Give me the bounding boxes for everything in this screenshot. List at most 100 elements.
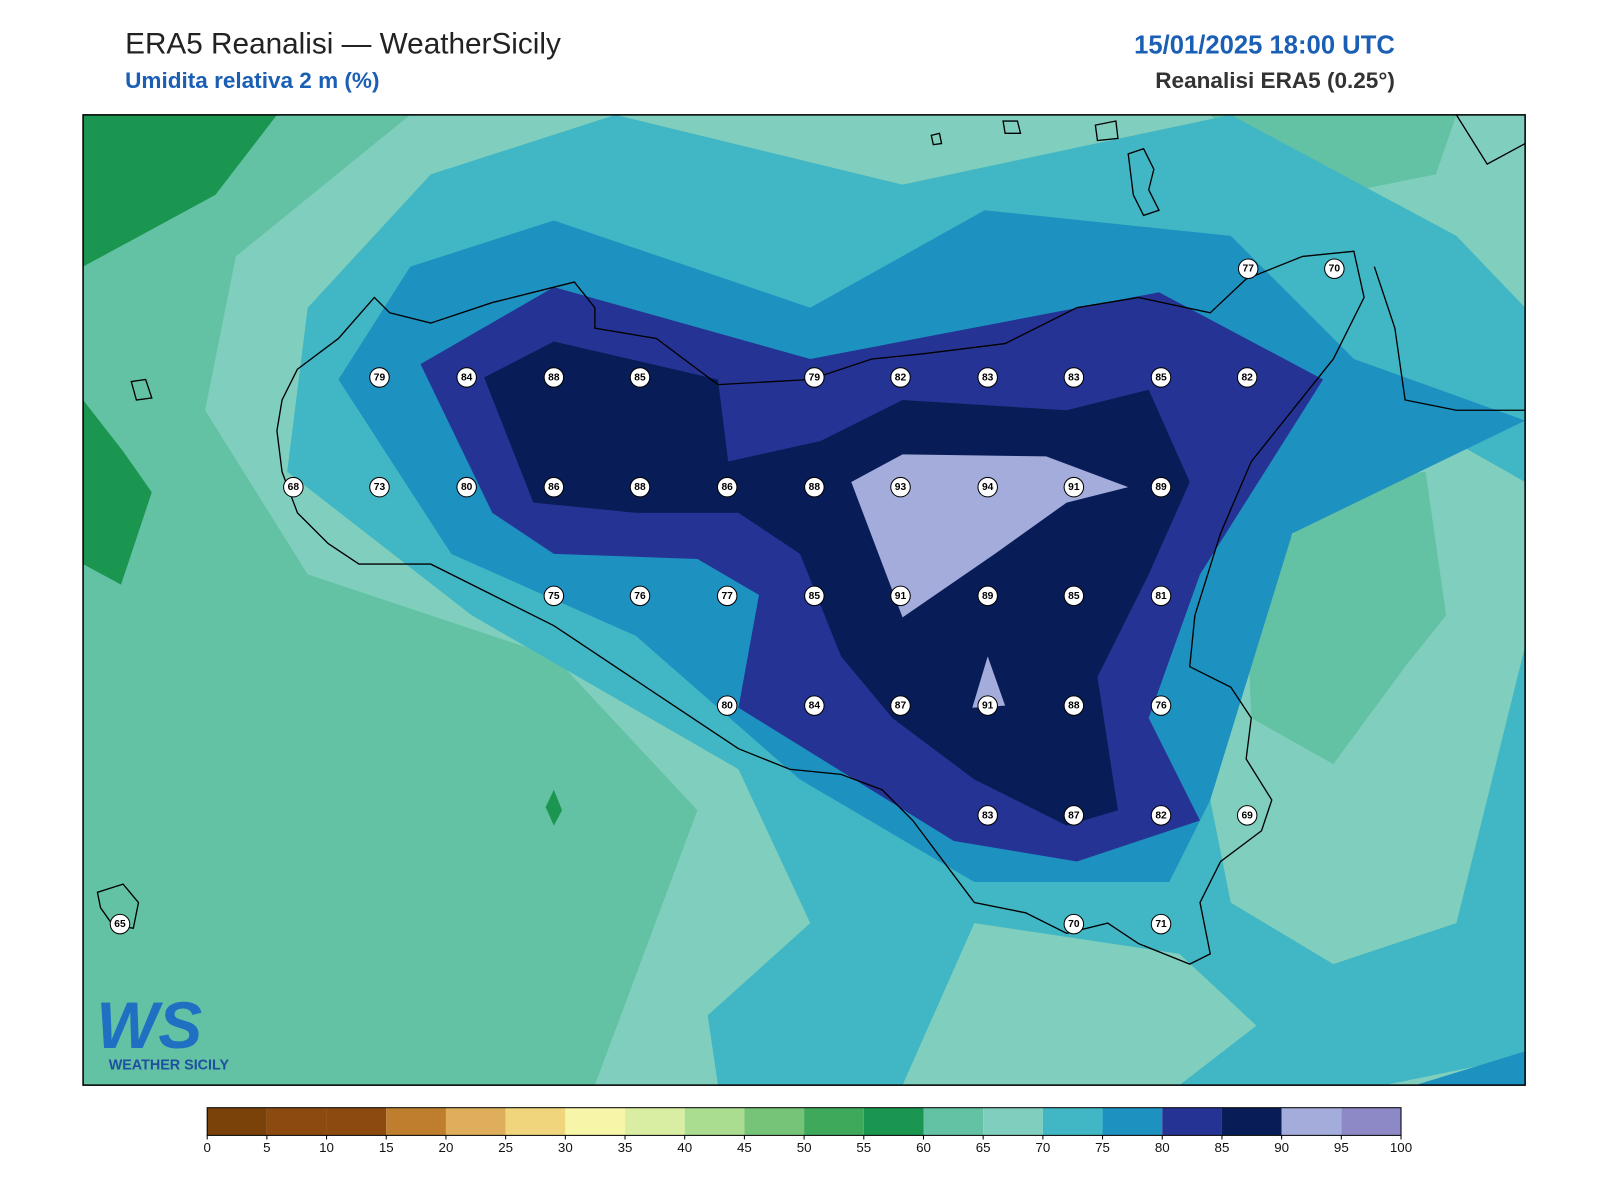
station-marker <box>716 476 738 498</box>
station: 83 <box>977 805 998 826</box>
colorbar-tick-label: 35 <box>618 1140 633 1155</box>
colorbar: 0 5 10 15 20 25 30 35 40 45 50 55 60 65 70 75 80 85 90 95 10… <box>203 1107 1412 1155</box>
station: 69 <box>1236 805 1258 826</box>
station-marker <box>804 367 825 388</box>
colorbar-segment <box>1341 1107 1402 1136</box>
station: 85 <box>1150 367 1172 388</box>
colorbar-segment <box>625 1107 685 1136</box>
station: 82 <box>1150 805 1172 826</box>
station-value: 88 <box>1068 701 1080 712</box>
station-value: 88 <box>548 372 560 383</box>
contour <box>902 923 1257 1086</box>
station: 82 <box>1236 367 1258 388</box>
station-value: 83 <box>982 810 994 821</box>
colorbar-tick-label: 20 <box>439 1140 454 1155</box>
colorbar-segment <box>565 1107 626 1136</box>
station-value: 83 <box>982 372 994 383</box>
station-value: 87 <box>895 701 907 712</box>
station-value: 65 <box>114 919 126 930</box>
logo: WS WEATHER SICILY <box>96 989 229 1074</box>
colorbar-segment <box>684 1107 745 1136</box>
station-value: 86 <box>548 482 560 493</box>
station-marker <box>1150 695 1172 716</box>
station-value: 70 <box>1068 919 1080 930</box>
station-value: 89 <box>1155 482 1167 493</box>
station-value: 85 <box>1155 372 1167 383</box>
colorbar-tick-label: 25 <box>498 1140 513 1155</box>
station-value: 88 <box>634 482 646 493</box>
station-marker <box>1236 805 1258 826</box>
colorbar-segment <box>505 1107 566 1136</box>
station-value: 86 <box>721 482 733 493</box>
colorbar-tick-label: 70 <box>1035 1140 1050 1155</box>
station: 87 <box>890 695 911 716</box>
colorbar-tick-label: 15 <box>379 1140 394 1155</box>
station-value: 80 <box>461 482 473 493</box>
station-value: 87 <box>1068 810 1080 821</box>
station-marker <box>1237 258 1259 279</box>
source: Reanalisi ERA5 (0.25°) <box>1155 68 1395 93</box>
station-marker <box>890 367 911 388</box>
station: 86 <box>543 476 565 498</box>
station-marker <box>1063 695 1085 716</box>
station-value: 79 <box>809 372 821 383</box>
station-marker <box>1150 476 1172 498</box>
station-marker <box>890 585 911 607</box>
station-value: 85 <box>1068 591 1080 602</box>
colorbar-segment <box>326 1107 387 1136</box>
station-value: 85 <box>809 591 821 602</box>
station-value: 77 <box>721 591 733 602</box>
colorbar-tick-label: 60 <box>916 1140 931 1155</box>
station-marker <box>1150 913 1172 935</box>
station-value: 76 <box>634 591 646 602</box>
station: 88 <box>629 476 651 498</box>
station: 89 <box>977 585 998 607</box>
station-marker <box>543 367 565 388</box>
station-value: 70 <box>1329 264 1341 275</box>
station: 70 <box>1063 913 1085 935</box>
station-marker <box>1324 258 1345 279</box>
colorbar-segment <box>1281 1107 1342 1136</box>
station: 70 <box>1324 258 1345 279</box>
station: 85 <box>629 367 651 388</box>
colorbar-tick-label: 5 <box>263 1140 270 1155</box>
station-value: 81 <box>1155 591 1167 602</box>
station-value: 82 <box>1155 810 1167 821</box>
station-marker <box>804 585 825 607</box>
contour <box>972 656 1006 708</box>
map: 77 70 79 84 88 85 79 82 83 83 85 82 68 73 80 86 88 86 88 93… <box>83 114 1526 1086</box>
colorbar-tick-label: 50 <box>797 1140 812 1155</box>
station: 75 <box>543 585 565 607</box>
station-value: 82 <box>1241 372 1253 383</box>
colorbar-segment <box>445 1107 506 1136</box>
station-marker <box>977 367 998 388</box>
subtitle: Umidita relativa 2 m (%) <box>125 68 379 93</box>
colorbar-segment <box>804 1107 864 1136</box>
station-marker <box>1063 476 1085 498</box>
station-marker <box>629 476 651 498</box>
station-value: 71 <box>1155 919 1167 930</box>
station-marker <box>456 367 477 388</box>
station-value: 83 <box>1068 372 1080 383</box>
station: 91 <box>890 585 911 607</box>
colorbar-tick-label: 40 <box>677 1140 692 1155</box>
colorbar-segment <box>1102 1107 1163 1136</box>
station: 68 <box>283 476 304 498</box>
station-value: 91 <box>982 701 994 712</box>
colorbar-tick-label: 10 <box>319 1140 334 1155</box>
station-value: 85 <box>634 372 646 383</box>
station: 84 <box>804 695 825 716</box>
station: 65 <box>109 913 131 935</box>
station: 94 <box>977 476 998 498</box>
station-marker <box>629 367 651 388</box>
colorbar-segment <box>207 1107 267 1136</box>
colorbar-tick-label: 0 <box>203 1140 210 1155</box>
station: 88 <box>804 476 825 498</box>
station: 79 <box>804 367 825 388</box>
colorbar-tick-label: 80 <box>1155 1140 1170 1155</box>
station-value: 80 <box>721 701 733 712</box>
logo-text: WEATHER SICILY <box>109 1058 230 1074</box>
colorbar-tick-label: 65 <box>976 1140 991 1155</box>
colorbar-tick-label: 55 <box>856 1140 871 1155</box>
